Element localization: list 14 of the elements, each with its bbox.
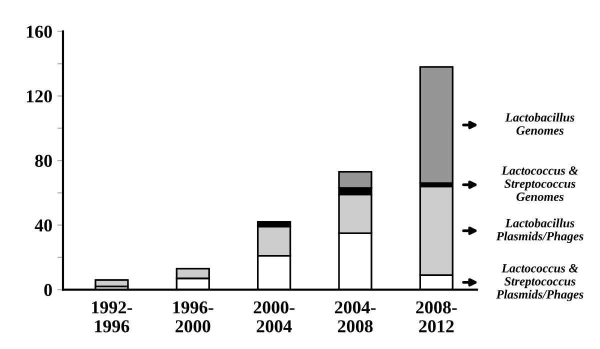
text: Lactobacillus Plasmids/Phages <box>496 218 584 243</box>
y-tick-label: 80 <box>35 154 52 167</box>
x-tick-label: 1992- 1996 <box>92 301 132 332</box>
x-tick-label: 2000- 2004 <box>254 301 294 332</box>
y-tick-label: 160 <box>26 26 52 38</box>
text: Lactobacillus Genomes <box>505 112 574 135</box>
legend-label: Lactococcus & Streptococcus Plasmids/Phages <box>496 264 584 302</box>
x-tick-label: 2004- 2008 <box>334 301 376 332</box>
legend-label: Lactococcus & Streptococcus Genomes <box>502 166 578 201</box>
y-tick-label: 0 <box>44 284 52 296</box>
y-tick-label: 40 <box>34 219 52 232</box>
x-tick-label: 2008- 2012 <box>416 301 457 332</box>
y-tick-label: 120 <box>26 90 52 102</box>
x-tick-label: 1996- 2000 <box>173 301 214 332</box>
